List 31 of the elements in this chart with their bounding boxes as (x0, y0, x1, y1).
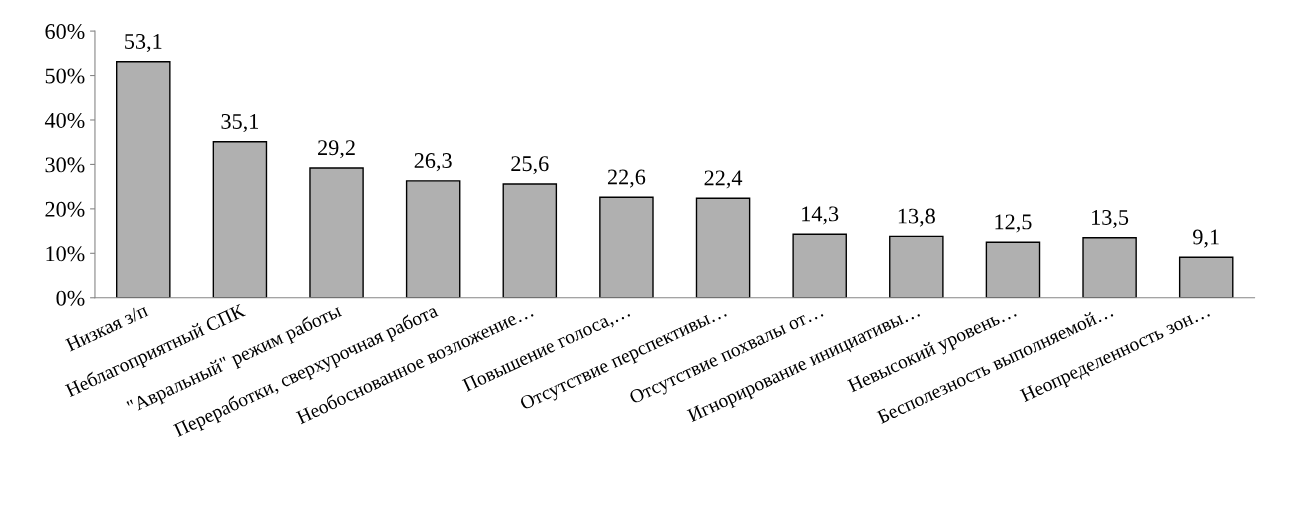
y-tick-label: 60% (45, 24, 85, 40)
bar (695, 197, 751, 298)
data-label: 12,5 (995, 214, 1032, 233)
y-tick-label: 10% (46, 246, 85, 262)
bar (309, 167, 364, 298)
data-label: 53,1 (125, 33, 162, 53)
y-tick-label: 30% (45, 157, 85, 173)
data-label: 22,4 (704, 170, 743, 189)
bar (116, 61, 171, 298)
y-tick-label: 50% (45, 68, 85, 84)
bar (1178, 256, 1234, 298)
data-label: 26,3 (414, 153, 452, 172)
data-label: 29,2 (318, 140, 355, 159)
data-label: 35,1 (221, 113, 259, 133)
y-tick-label: 40% (44, 112, 85, 128)
bar (889, 235, 944, 298)
data-label: 22,6 (607, 169, 646, 188)
data-label: 13,8 (898, 208, 935, 227)
data-label: 13,5 (1092, 209, 1129, 229)
data-label: 9,1 (1193, 229, 1219, 248)
bar (985, 241, 1041, 298)
y-tick-label: 20% (45, 201, 85, 217)
data-label: 14,3 (802, 206, 839, 225)
bar (599, 196, 654, 298)
bar (792, 233, 847, 298)
bar (502, 183, 558, 298)
bar (212, 141, 268, 298)
bar (1082, 237, 1137, 298)
y-tick-label: 0% (56, 290, 85, 306)
bar (405, 180, 461, 298)
data-label: 25,6 (511, 156, 549, 175)
